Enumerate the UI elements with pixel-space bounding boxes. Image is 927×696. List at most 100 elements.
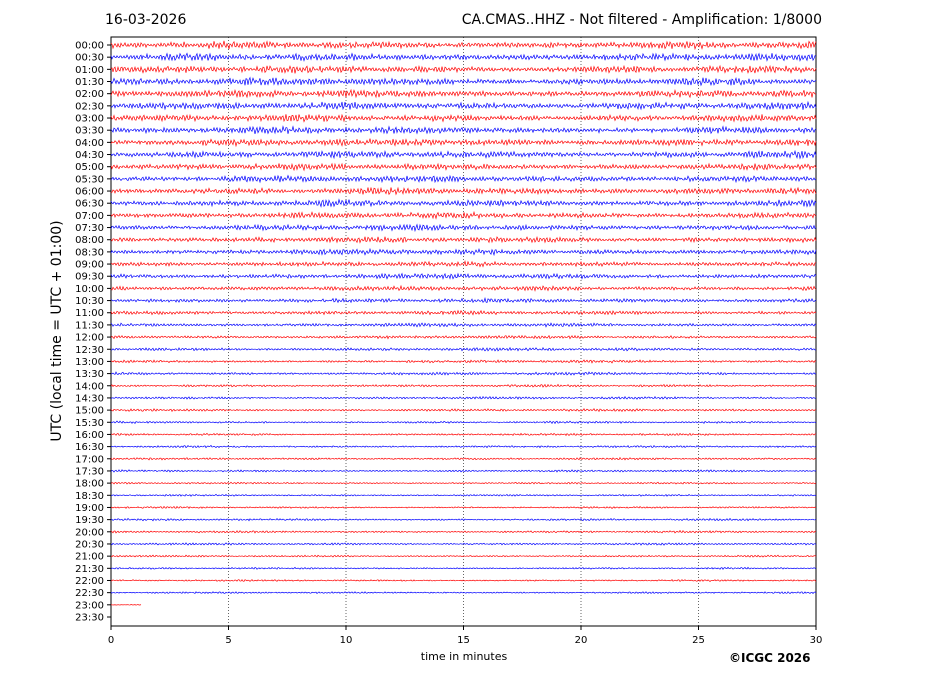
y-tick-label: 01:30 bbox=[75, 77, 104, 88]
y-tick-label: 07:30 bbox=[75, 223, 104, 234]
trace-line bbox=[110, 309, 817, 316]
trace-line bbox=[110, 383, 817, 388]
y-tick-label: 13:00 bbox=[75, 357, 104, 368]
trace-line bbox=[110, 481, 817, 485]
y-tick-label: 20:30 bbox=[75, 539, 104, 550]
y-tick-label: 11:30 bbox=[75, 320, 104, 331]
y-tick-label: 17:30 bbox=[75, 466, 104, 477]
x-tick-label: 15 bbox=[457, 635, 470, 646]
y-tick-label: 10:00 bbox=[75, 284, 104, 295]
trace-line bbox=[110, 40, 817, 51]
trace-line bbox=[110, 444, 817, 449]
trace-line bbox=[110, 493, 817, 497]
y-tick-label: 00:30 bbox=[75, 53, 104, 64]
trace-line bbox=[110, 100, 817, 111]
trace-line bbox=[110, 395, 817, 400]
y-tick-label: 23:30 bbox=[75, 612, 104, 623]
y-tick-label: 21:00 bbox=[75, 552, 104, 563]
trace-line bbox=[110, 517, 817, 522]
y-tick-label: 22:30 bbox=[75, 588, 104, 599]
y-tick-label: 15:00 bbox=[75, 406, 104, 417]
y-tick-label: 06:30 bbox=[75, 199, 104, 210]
trace-line bbox=[110, 371, 817, 376]
y-tick-label: 16:00 bbox=[75, 430, 104, 441]
trace-line bbox=[110, 604, 142, 606]
trace-line bbox=[110, 469, 817, 473]
trace-line bbox=[110, 210, 817, 220]
trace-line bbox=[110, 174, 817, 184]
trace-line bbox=[110, 235, 817, 244]
y-tick-label: 22:00 bbox=[75, 576, 104, 587]
y-tick-label: 10:30 bbox=[75, 296, 104, 307]
y-tick-label: 11:00 bbox=[75, 308, 104, 319]
x-axis-label: time in minutes bbox=[420, 650, 508, 663]
trace-line bbox=[110, 198, 817, 208]
y-tick-label: 15:30 bbox=[75, 418, 104, 429]
y-tick-label: 14:30 bbox=[75, 393, 104, 404]
y-tick-label: 09:30 bbox=[75, 272, 104, 283]
y-tick-label: 18:00 bbox=[75, 479, 104, 490]
y-tick-label: 13:30 bbox=[75, 369, 104, 380]
y-tick-label: 12:00 bbox=[75, 333, 104, 344]
trace-line bbox=[110, 529, 817, 534]
y-tick-label: 04:00 bbox=[75, 138, 104, 149]
trace-line bbox=[110, 346, 817, 352]
trace-line bbox=[110, 284, 817, 292]
y-tick-label: 06:00 bbox=[75, 187, 104, 198]
y-tick-label: 05:30 bbox=[75, 174, 104, 185]
y-tick-label: 03:30 bbox=[75, 126, 104, 137]
trace-line bbox=[110, 88, 817, 99]
trace-line bbox=[110, 591, 817, 595]
trace-line bbox=[110, 334, 817, 340]
y-tick-label: 07:00 bbox=[75, 211, 104, 222]
chart-title: CA.CMAS..HHZ - Not filtered - Amplificat… bbox=[461, 12, 822, 28]
trace-line bbox=[110, 359, 817, 364]
trace-line bbox=[110, 162, 817, 172]
y-tick-label: 02:00 bbox=[75, 89, 104, 100]
trace-line bbox=[110, 505, 817, 509]
y-tick-label: 23:00 bbox=[75, 600, 104, 611]
copyright-label: ©ICGC 2026 bbox=[729, 651, 811, 665]
trace-line bbox=[110, 76, 817, 87]
y-tick-label: 19:00 bbox=[75, 503, 104, 514]
trace-line bbox=[110, 272, 817, 280]
x-tick-label: 25 bbox=[692, 635, 705, 646]
y-tick-label: 17:00 bbox=[75, 454, 104, 465]
y-tick-label: 04:30 bbox=[75, 150, 104, 161]
trace-line bbox=[110, 52, 817, 62]
trace-line bbox=[110, 554, 817, 558]
trace-line bbox=[110, 420, 817, 425]
trace-line bbox=[110, 138, 817, 148]
y-tick-label: 19:30 bbox=[75, 515, 104, 526]
y-tick-label: 00:00 bbox=[75, 41, 104, 52]
y-axis-label: UTC (local time = UTC + 01:00) bbox=[49, 220, 65, 442]
x-tick-label: 20 bbox=[575, 635, 588, 646]
y-tick-label: 12:30 bbox=[75, 345, 104, 356]
trace-line bbox=[110, 259, 817, 268]
x-tick-label: 5 bbox=[225, 635, 231, 646]
y-tick-label: 05:00 bbox=[75, 162, 104, 173]
y-tick-label: 01:00 bbox=[75, 65, 104, 76]
trace-line bbox=[110, 64, 817, 74]
y-tick-label: 14:00 bbox=[75, 381, 104, 392]
trace-line bbox=[110, 296, 817, 304]
trace-line bbox=[110, 456, 817, 461]
x-tick-label: 0 bbox=[108, 635, 114, 646]
trace-line bbox=[110, 566, 817, 570]
trace-line bbox=[110, 432, 817, 437]
y-tick-label: 20:00 bbox=[75, 527, 104, 538]
x-tick-label: 30 bbox=[810, 635, 823, 646]
trace-line bbox=[110, 125, 817, 135]
trace-line bbox=[110, 113, 817, 123]
y-tick-label: 09:00 bbox=[75, 260, 104, 271]
trace-line bbox=[110, 186, 817, 196]
y-tick-label: 18:30 bbox=[75, 491, 104, 502]
y-tick-label: 03:00 bbox=[75, 114, 104, 125]
trace-line bbox=[110, 149, 817, 160]
y-tick-label: 16:30 bbox=[75, 442, 104, 453]
trace-line bbox=[110, 408, 817, 413]
y-tick-label: 21:30 bbox=[75, 564, 104, 575]
y-tick-label: 02:30 bbox=[75, 101, 104, 112]
